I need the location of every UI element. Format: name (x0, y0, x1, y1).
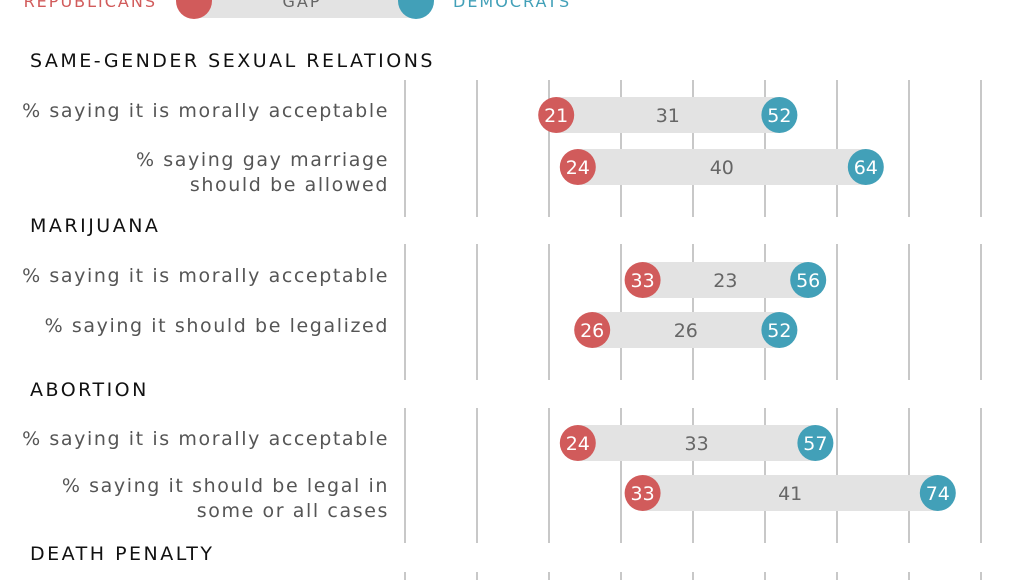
data-row: % saying it should be legal in some or al… (62, 475, 956, 522)
democrat-dot (919, 475, 956, 511)
republican-dot (538, 97, 575, 133)
legend: REPUBLICANS GAP DEMOCRATS (24, 0, 571, 19)
data-row: % saying it is morally acceptable 23 33 56 (22, 262, 827, 298)
category-group: DEATH PENALTY (30, 543, 982, 580)
legend-label-gap: GAP (283, 0, 322, 11)
gap-value: 40 (710, 157, 734, 179)
row-label: % saying it is morally acceptable (22, 100, 389, 122)
democrat-value: 52 (767, 320, 791, 342)
gap-value: 31 (656, 105, 680, 127)
row-label-line-2: some or all cases (197, 500, 389, 522)
democrat-value: 57 (803, 433, 827, 455)
category-group: MARIJUANA % saying it is morally acceptab… (22, 215, 982, 380)
republican-dot (624, 262, 661, 298)
category-group: SAME-GENDER SEXUAL RELATIONS % saying it … (22, 50, 982, 217)
data-row: % saying it should be legalized 26 26 52 (45, 312, 798, 348)
republican-dot (624, 475, 661, 511)
gap-bar (577, 149, 866, 185)
gap-value: 26 (674, 320, 698, 342)
category-group: ABORTION % saying it is morally acceptabl… (22, 379, 982, 543)
republican-value: 26 (580, 320, 604, 342)
legend-democrat-dot (398, 0, 434, 19)
row-label-line-1: % saying gay marriage (136, 149, 389, 171)
gap-bar (577, 425, 816, 461)
gap-bar (592, 312, 780, 348)
category-title: ABORTION (30, 379, 149, 401)
data-row: % saying it is morally acceptable 33 24 57 (22, 425, 834, 461)
gap-value: 41 (778, 483, 802, 505)
data-row: % saying gay marriage should be allowed 40… (136, 149, 884, 196)
republican-value: 21 (544, 105, 568, 127)
republican-value: 24 (566, 433, 590, 455)
democrat-dot (761, 312, 798, 348)
gap-value: 33 (685, 433, 709, 455)
data-row: % saying it is morally acceptable 31 21 52 (22, 97, 798, 133)
republican-value: 24 (566, 157, 590, 179)
gap-value: 23 (713, 270, 737, 292)
category-title: MARIJUANA (30, 215, 160, 237)
row-label-line-1: % saying it should be legal in (62, 475, 389, 497)
democrat-value: 56 (796, 270, 820, 292)
democrat-dot (790, 262, 827, 298)
row-label-line-2: should be allowed (190, 174, 389, 196)
democrat-value: 64 (854, 157, 878, 179)
democrat-dot (847, 149, 884, 185)
republican-dot (574, 312, 611, 348)
legend-label-republicans: REPUBLICANS (24, 0, 157, 11)
row-label: % saying it is morally acceptable (22, 265, 389, 287)
category-title: SAME-GENDER SEXUAL RELATIONS (30, 50, 435, 72)
republican-value: 33 (631, 270, 655, 292)
gap-bar (642, 475, 938, 511)
gap-bar (556, 97, 780, 133)
democrat-value: 52 (767, 105, 791, 127)
democrat-dot (797, 425, 834, 461)
row-label: % saying it should be legalized (45, 315, 389, 337)
legend-gap-bar (194, 0, 416, 18)
democrat-dot (761, 97, 798, 133)
republican-dot (559, 149, 596, 185)
category-title: DEATH PENALTY (30, 543, 214, 565)
legend-label-democrats: DEMOCRATS (453, 0, 571, 11)
democrat-value: 74 (926, 483, 950, 505)
republican-dot (559, 425, 596, 461)
legend-republican-dot (176, 0, 212, 19)
row-label: % saying it is morally acceptable (22, 428, 389, 450)
republican-value: 33 (631, 483, 655, 505)
gap-bar (642, 262, 809, 298)
